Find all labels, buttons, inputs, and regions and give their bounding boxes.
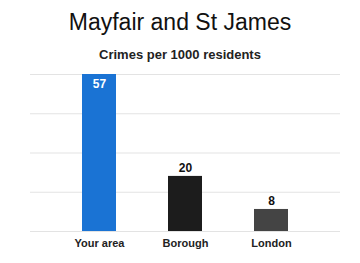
svg-text:57: 57 [93,77,107,91]
svg-text:20: 20 [179,161,193,175]
html-text:Mayfair and St James: Mayfair and St James [68,9,292,35]
svg-text:London: London [251,237,292,249]
svg-text:Your area: Your area [75,237,126,249]
svg-text:Borough: Borough [163,237,209,249]
svg-text:8: 8 [268,194,275,208]
html-text:Crimes per 1000 residents: Crimes per 1000 residents [99,47,261,62]
